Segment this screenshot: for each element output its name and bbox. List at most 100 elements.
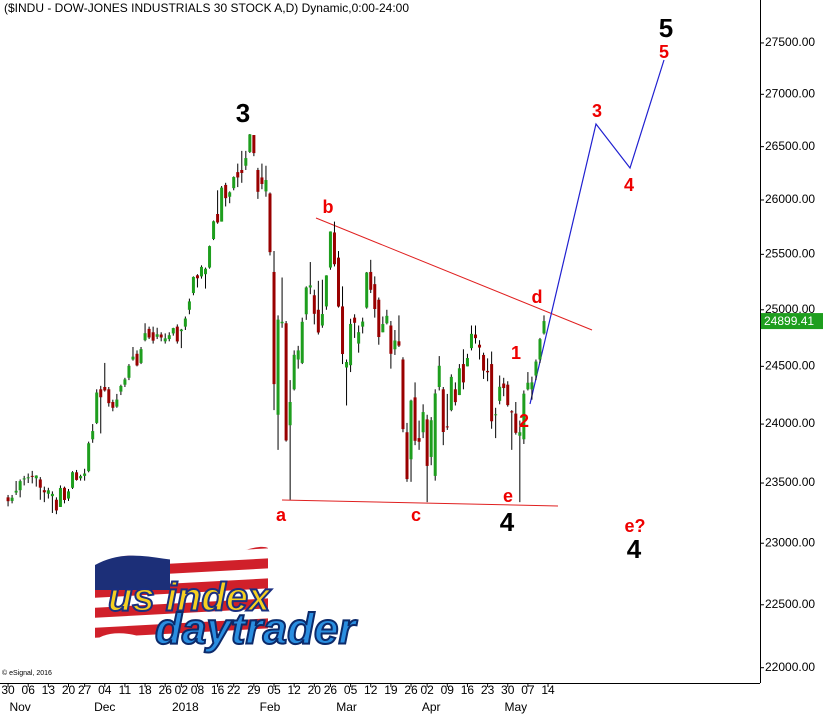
- candle-body: [401, 359, 405, 430]
- y-tick-label: 23500.00: [765, 475, 815, 489]
- logo: us index daytrader: [95, 546, 359, 655]
- candle-body: [465, 358, 469, 367]
- candle-body: [490, 364, 494, 422]
- candle-body: [308, 285, 312, 288]
- chart-title: ($INDU - DOW-JONES INDUSTRIALS 30 STOCK …: [4, 1, 409, 15]
- candle-body: [42, 490, 46, 493]
- month-label: Apr: [422, 700, 441, 714]
- candle-body: [409, 400, 413, 460]
- candle-body: [191, 276, 195, 294]
- candle-body: [288, 401, 292, 426]
- candle-body: [361, 321, 365, 327]
- wave-label: d: [532, 287, 543, 307]
- candle-body: [429, 420, 433, 457]
- x-tick-label: 05: [267, 683, 281, 697]
- month-label: 2018: [172, 700, 199, 714]
- x-tick-label: 07: [521, 683, 535, 697]
- flag-stripes: [95, 546, 268, 638]
- candle-body: [187, 301, 191, 310]
- candle-body: [373, 284, 377, 309]
- candle-body: [349, 323, 353, 366]
- candle-body: [151, 332, 155, 341]
- candle-body: [534, 361, 538, 376]
- candle-body: [397, 341, 401, 346]
- candle-body: [486, 370, 490, 373]
- candle-body: [332, 232, 336, 265]
- candle-body: [147, 328, 151, 338]
- candle-body: [292, 354, 296, 390]
- candle-body: [183, 318, 187, 327]
- candle-body: [22, 478, 26, 480]
- candle-body: [506, 384, 510, 406]
- candle-body: [236, 172, 240, 178]
- candle-body: [328, 231, 332, 268]
- candle-body: [155, 334, 159, 337]
- month-label: Dec: [94, 700, 115, 714]
- y-tick-label: 27000.00: [765, 86, 815, 100]
- candle-body: [26, 477, 30, 479]
- candle-body: [119, 385, 123, 392]
- wave-label: a: [276, 505, 287, 525]
- candle-body: [38, 479, 42, 488]
- x-tick-label: 12: [364, 683, 378, 697]
- candle-body: [62, 487, 66, 500]
- x-tick-label: 22: [227, 683, 241, 697]
- candle-body: [389, 325, 393, 354]
- candle-body: [99, 389, 103, 398]
- candle-body: [111, 401, 115, 408]
- candle-body: [159, 334, 163, 338]
- candle-body: [341, 306, 345, 355]
- candle-body: [457, 368, 461, 396]
- candle-body: [300, 321, 304, 363]
- x-tick-label: 29: [247, 683, 261, 697]
- wave-label: 3: [236, 98, 250, 128]
- y-tick-label: 22500.00: [765, 597, 815, 611]
- y-tick-label: 25500.00: [765, 247, 815, 261]
- y-tick-label: 26000.00: [765, 192, 815, 206]
- projection-path: [529, 59, 665, 405]
- candle-body: [357, 332, 361, 344]
- candle-body: [83, 473, 87, 476]
- y-tick-label: 26500.00: [765, 139, 815, 153]
- candle-body: [195, 275, 199, 279]
- candle-body: [67, 491, 71, 499]
- wave-label: 1: [511, 343, 521, 363]
- x-tick-label: 14: [541, 683, 555, 697]
- candle-body: [95, 392, 99, 423]
- candle-body: [75, 472, 79, 480]
- candle-body: [167, 335, 171, 340]
- candle-body: [123, 379, 127, 385]
- candle-body: [474, 334, 478, 339]
- candle-body: [316, 309, 320, 333]
- candle-body: [425, 419, 429, 466]
- candle-body: [377, 299, 381, 338]
- candle-body: [79, 476, 83, 479]
- candle-body: [417, 438, 421, 442]
- candle-body: [58, 488, 62, 507]
- x-tick-label: 26: [324, 683, 338, 697]
- y-tick-label: 24000.00: [765, 416, 815, 430]
- x-tick-label: 11: [119, 683, 132, 697]
- candle-body: [228, 192, 232, 197]
- candle-body: [248, 134, 252, 152]
- candle-body: [449, 376, 453, 411]
- candle-body: [381, 324, 385, 333]
- candle-body: [437, 365, 441, 387]
- wave-label: 5: [659, 42, 669, 62]
- x-tick-label: 06: [22, 683, 36, 697]
- x-tick-label: 05: [344, 683, 358, 697]
- candle-body: [385, 315, 389, 324]
- candle-body: [14, 490, 18, 493]
- candle-body: [336, 257, 340, 307]
- wave-label: 4: [624, 175, 634, 195]
- candle-body: [256, 169, 260, 192]
- candle-body: [260, 177, 264, 184]
- candle-body: [526, 382, 530, 390]
- candle-body: [538, 339, 542, 360]
- candle-body: [34, 475, 38, 479]
- candle-body: [498, 386, 502, 401]
- candle-body: [445, 426, 449, 428]
- candle-body: [252, 135, 256, 154]
- candle-body: [216, 214, 220, 223]
